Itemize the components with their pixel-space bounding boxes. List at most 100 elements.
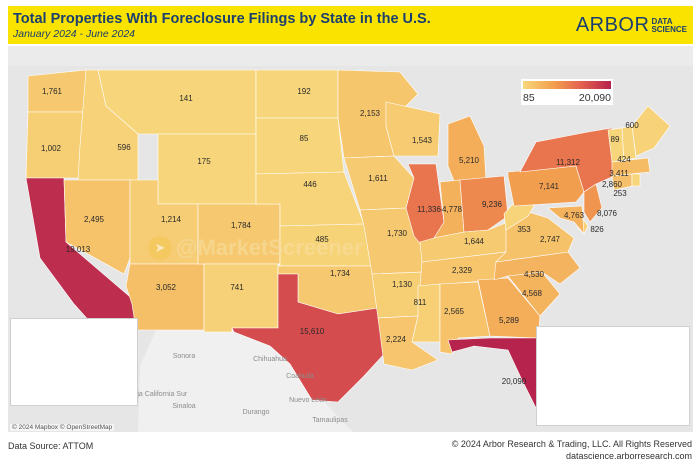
- background-geo-labels: Sonora Chihuahua Coahuila Baja California S…: [129, 353, 348, 424]
- value-label-mt: 141: [179, 94, 193, 103]
- value-label-ct: 2,860: [602, 180, 623, 189]
- value-label-nj: 8,076: [597, 209, 618, 218]
- geo-label: Sonora: [173, 353, 196, 360]
- value-label-il: 11,336: [417, 205, 441, 214]
- geo-label: Coahuila: [286, 373, 314, 380]
- value-label-ut: 1,214: [161, 215, 182, 224]
- state-ma[interactable]: [611, 157, 651, 177]
- state-nj[interactable]: [583, 183, 603, 223]
- value-label-id: 596: [117, 143, 131, 152]
- state-nc[interactable]: [493, 251, 581, 285]
- logo-sub-line1: DATA: [651, 16, 673, 26]
- value-label-me: 600: [625, 121, 639, 130]
- copyright-text: © 2024 Arbor Research & Trading, LLC. Al…: [451, 439, 692, 449]
- value-label-ks: 485: [315, 235, 329, 244]
- telegram-icon: ➤: [148, 236, 172, 260]
- value-label-wa: 1,761: [42, 87, 63, 96]
- value-label-wv: 353: [517, 225, 531, 234]
- value-label-de: 826: [590, 225, 604, 234]
- value-label-la: 2,224: [386, 335, 407, 344]
- logo-subtext: DATA SCIENCE: [651, 16, 687, 34]
- hawaii-inset: [536, 326, 690, 426]
- state-wi[interactable]: [385, 101, 441, 157]
- map-panel[interactable]: Sonora Chihuahua Coahuila Baja California S…: [8, 46, 693, 432]
- website-link[interactable]: datascience.arborresearch.com: [565, 451, 692, 461]
- value-labels-layer: 1,761 1,002 19,013 596 2,495 141 175 1,214 3,052…: [41, 87, 671, 411]
- value-label-co: 1,784: [231, 221, 252, 230]
- legend-gradient: [523, 81, 611, 89]
- value-label-az: 3,052: [156, 283, 177, 292]
- value-label-mo: 1,730: [387, 229, 408, 238]
- alaska-inset: [10, 318, 138, 406]
- value-label-mi: 5,210: [459, 156, 480, 165]
- value-label-oh: 9,236: [482, 200, 503, 209]
- state-wy[interactable]: [157, 133, 257, 205]
- map-subtitle: January 2024 - June 2024: [13, 28, 136, 40]
- value-label-ky: 1,644: [464, 237, 485, 246]
- value-label-nm: 741: [230, 283, 244, 292]
- value-label-wi: 1,543: [412, 136, 433, 145]
- color-legend: 85 20,090: [521, 79, 613, 105]
- legend-max-label: 20,090: [578, 92, 611, 104]
- value-label-ne: 446: [303, 180, 317, 189]
- value-label-va: 2,747: [540, 235, 561, 244]
- state-va[interactable]: [495, 211, 575, 263]
- value-label-or: 1,002: [41, 144, 62, 153]
- logo-wordmark: ARBOR: [575, 14, 650, 36]
- value-label-ma: 3,411: [609, 169, 629, 178]
- state-ri[interactable]: [631, 173, 641, 187]
- state-oh[interactable]: [459, 175, 509, 233]
- geo-label: Chihuahua: [253, 356, 287, 363]
- geo-label: Sinaloa: [172, 403, 195, 410]
- value-label-md: 4,763: [564, 211, 585, 220]
- map-title: Total Properties With Foreclosure Filing…: [13, 11, 431, 27]
- value-label-ia: 1,611: [368, 174, 388, 183]
- value-label-ga: 5,289: [499, 316, 520, 325]
- value-label-ok: 1,734: [330, 269, 351, 278]
- header-banner: Total Properties With Foreclosure Filing…: [8, 6, 693, 44]
- state-ar[interactable]: [371, 271, 425, 319]
- logo-sub-line2: SCIENCE: [651, 24, 687, 34]
- value-label-sc: 4,568: [522, 289, 543, 298]
- value-label-pa: 7,141: [539, 182, 560, 191]
- state-nv[interactable]: [63, 179, 131, 275]
- value-label-sd: 85: [300, 134, 309, 143]
- value-label-nv: 2,495: [84, 215, 105, 224]
- mexico-land: [138, 324, 353, 432]
- legend-min-label: 85: [523, 92, 535, 104]
- arbor-logo: ARBOR DATA SCIENCE: [576, 14, 687, 37]
- state-sd[interactable]: [255, 117, 345, 175]
- state-nh[interactable]: [621, 125, 637, 161]
- state-tx[interactable]: [231, 273, 387, 403]
- value-label-nh: 424: [617, 155, 631, 164]
- state-ms[interactable]: [411, 283, 441, 343]
- value-label-tx: 15,610: [300, 327, 325, 336]
- value-label-tn: 2,329: [452, 266, 473, 275]
- map-attribution[interactable]: © 2024 Mapbox © OpenStreetMap: [10, 424, 115, 431]
- value-label-vt: 89: [611, 135, 620, 144]
- value-label-in: 4,778: [442, 205, 463, 214]
- value-label-ca: 19,013: [66, 245, 91, 254]
- state-nm[interactable]: [203, 263, 279, 333]
- watermark: ➤ @MarketScreener: [148, 228, 398, 268]
- footer-copyright: © 2024 Arbor Research & Trading, LLC. Al…: [452, 438, 692, 462]
- value-label-ar: 1,130: [392, 280, 413, 289]
- geo-label: Durango: [243, 409, 270, 416]
- value-label-nd: 192: [297, 87, 311, 96]
- state-me[interactable]: [631, 105, 671, 157]
- value-label-nc: 4,530: [524, 270, 545, 279]
- state-md[interactable]: [547, 205, 585, 235]
- canada-land: [8, 46, 693, 66]
- geo-label: Nuevo León: [289, 397, 327, 404]
- value-label-ri: 253: [613, 189, 627, 198]
- value-label-mn: 2,153: [360, 109, 381, 118]
- geo-label: Tamaulipas: [312, 417, 348, 424]
- value-label-al: 2,565: [444, 307, 465, 316]
- state-mi[interactable]: [447, 115, 487, 187]
- value-label-ms: 811: [414, 298, 427, 307]
- watermark-text: @MarketScreener: [176, 235, 363, 260]
- geo-label: Baja California Sur: [129, 391, 188, 398]
- state-al[interactable]: [439, 281, 491, 355]
- value-label-fl: 20,090: [502, 377, 527, 386]
- value-label-wy: 175: [197, 157, 211, 166]
